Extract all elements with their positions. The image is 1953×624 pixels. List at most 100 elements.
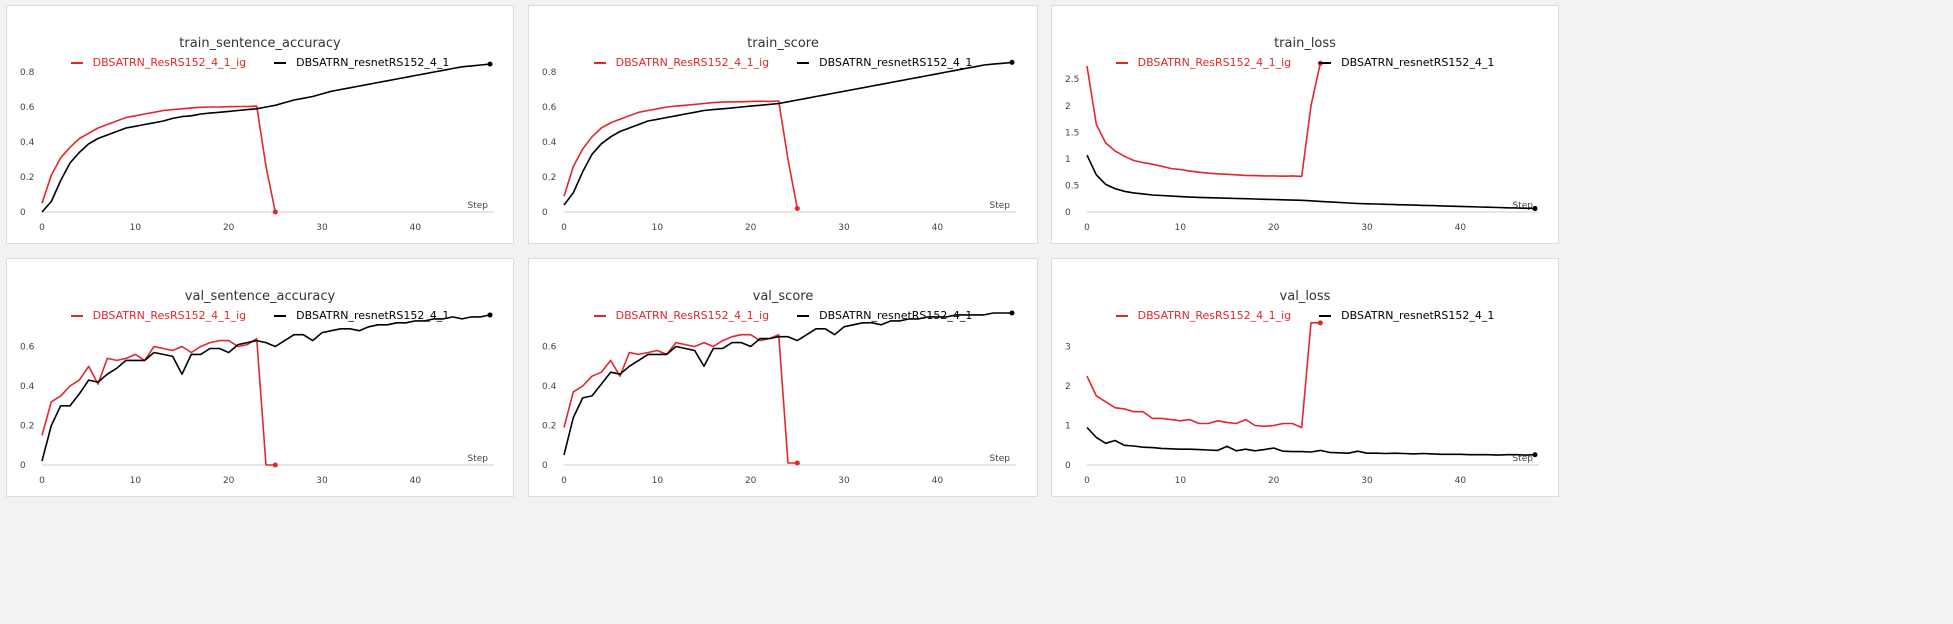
y-tick-label: 0.4: [542, 382, 557, 392]
y-tick-label: 0.6: [542, 343, 557, 353]
y-tick-label: 0: [542, 208, 548, 218]
y-tick-label: 0.4: [542, 138, 557, 148]
series-line-ig[interactable]: [41, 337, 276, 466]
chart-svg: 0 0.2 0.4 0.6 0.8 0 10 20 30 40 Step: [20, 61, 494, 233]
chart-panel-train-sentence-accuracy[interactable]: 0 0.2 0.4 0.6 0.8 0 10 20 30 40 Step train_sentence…: [6, 5, 514, 244]
series-line-ig[interactable]: [1086, 321, 1321, 429]
legend-item-base[interactable]: DBSATRN_resnetRS152_4_1: [797, 56, 972, 69]
series-line-base[interactable]: [563, 61, 1013, 206]
chart-title: train_score: [747, 36, 819, 51]
series-end-point: [487, 61, 493, 67]
chart-legend: DBSATRN_ResRS152_4_1_ig DBSATRN_resnetRS1…: [1052, 309, 1558, 322]
legend-swatch: [797, 315, 810, 317]
x-tick-label: 40: [932, 223, 944, 233]
legend-item-base[interactable]: DBSATRN_resnetRS152_4_1: [274, 56, 449, 69]
x-tick-label: 10: [130, 223, 142, 233]
legend-label: DBSATRN_resnetRS152_4_1: [1341, 309, 1495, 322]
x-tick-label: 10: [130, 476, 142, 486]
chart-title: train_sentence_accuracy: [179, 36, 341, 51]
chart-panel-val-loss[interactable]: 0 1 2 3 0 10 20 30 40 Step val_loss DBSATRN_ResRS15…: [1051, 258, 1559, 497]
x-tick-label: 30: [838, 476, 850, 486]
series-line-ig[interactable]: [1086, 63, 1322, 178]
series-line-base[interactable]: [563, 312, 1012, 456]
x-tick-label: 40: [1455, 476, 1467, 486]
x-tick-label: 40: [932, 476, 944, 486]
series-line-ig[interactable]: [563, 100, 799, 209]
legend-label: DBSATRN_resnetRS152_4_1: [819, 309, 973, 322]
chart-title: val_score: [752, 289, 814, 304]
x-axis-label: Step: [990, 201, 1011, 211]
y-tick-label: 2.5: [1065, 75, 1079, 85]
x-tick-label: 20: [223, 223, 235, 233]
legend-item-ig[interactable]: DBSATRN_ResRS152_4_1_ig: [593, 309, 770, 322]
legend-swatch: [70, 315, 83, 317]
legend-swatch: [274, 62, 287, 64]
series-end-point: [272, 462, 278, 468]
chart-svg: 0 0.2 0.4 0.6 0 10 20 30 40 Step: [542, 310, 1016, 486]
legend-item-base[interactable]: DBSATRN_resnetRS152_4_1: [274, 309, 449, 322]
legend-item-ig[interactable]: DBSATRN_ResRS152_4_1_ig: [1115, 309, 1292, 322]
x-tick-label: 0: [39, 476, 45, 486]
legend-item-ig[interactable]: DBSATRN_ResRS152_4_1_ig: [1115, 56, 1292, 69]
legend-item-base[interactable]: DBSATRN_resnetRS152_4_1: [797, 309, 972, 322]
x-tick-label: 20: [223, 476, 235, 486]
x-tick-label: 10: [1175, 476, 1187, 486]
series-end-point: [1009, 310, 1015, 316]
x-tick-label: 20: [1268, 223, 1280, 233]
series-line-base[interactable]: [1086, 154, 1536, 210]
series-line-ig[interactable]: [563, 333, 798, 464]
legend-item-base[interactable]: DBSATRN_resnetRS152_4_1: [1319, 56, 1494, 69]
legend-label: DBSATRN_ResRS152_4_1_ig: [1137, 309, 1292, 322]
y-tick-label: 0.8: [20, 68, 35, 78]
chart-legend: DBSATRN_ResRS152_4_1_ig DBSATRN_resnetRS1…: [7, 309, 513, 322]
chart-legend: DBSATRN_ResRS152_4_1_ig DBSATRN_resnetRS1…: [7, 56, 513, 69]
series-end-point: [1317, 320, 1323, 326]
x-tick-label: 30: [1361, 476, 1373, 486]
y-tick-label: 0.4: [20, 382, 35, 392]
x-tick-label: 30: [316, 476, 328, 486]
series-line-base[interactable]: [41, 314, 491, 462]
x-tick-label: 0: [39, 223, 45, 233]
chart-title: train_loss: [1274, 36, 1336, 51]
legend-item-ig[interactable]: DBSATRN_ResRS152_4_1_ig: [593, 56, 769, 69]
legend-label: DBSATRN_ResRS152_4_1_ig: [615, 309, 770, 322]
legend-swatch: [274, 315, 287, 317]
x-tick-label: 10: [652, 223, 664, 233]
legend-item-base[interactable]: DBSATRN_resnetRS152_4_1: [1319, 309, 1494, 322]
y-tick-label: 0: [1065, 461, 1071, 471]
chart-panel-train-score[interactable]: 0 0.2 0.4 0.6 0.8 0 10 20 30 40 Step train_score DBS…: [528, 5, 1038, 244]
chart-panel-val-sentence-accuracy[interactable]: 0 0.2 0.4 0.6 0 10 20 30 40 Step val_sentence_accu…: [6, 258, 514, 497]
legend-label: DBSATRN_resnetRS152_4_1: [819, 56, 973, 69]
x-axis-label: Step: [468, 201, 489, 211]
legend-swatch: [1319, 315, 1332, 317]
legend-label: DBSATRN_ResRS152_4_1_ig: [1137, 56, 1292, 69]
legend-swatch: [1319, 62, 1332, 64]
legend-item-ig[interactable]: DBSATRN_ResRS152_4_1_ig: [70, 56, 247, 69]
legend-swatch: [593, 315, 606, 317]
y-tick-label: 0.6: [20, 343, 35, 353]
y-tick-label: 0: [20, 208, 26, 218]
series-end-point: [794, 206, 800, 211]
chart-legend: DBSATRN_ResRS152_4_1_ig DBSATRN_resnetRS1…: [529, 56, 1037, 69]
chart-panel-train-loss[interactable]: 0 0.5 1 1.5 2 2.5 0 10 20 30 40 Step train_loss DBSAT…: [1051, 5, 1559, 244]
y-tick-label: 0.2: [542, 173, 556, 183]
x-axis-label: Step: [990, 454, 1011, 464]
x-tick-label: 40: [410, 476, 422, 486]
y-tick-label: 0.6: [542, 103, 557, 113]
legend-item-ig[interactable]: DBSATRN_ResRS152_4_1_ig: [70, 309, 246, 322]
legend-label: DBSATRN_ResRS152_4_1_ig: [92, 56, 247, 69]
series-line-base[interactable]: [41, 63, 491, 213]
chart-panel-val-score[interactable]: 0 0.2 0.4 0.6 0 10 20 30 40 Step val_score DBSATRN_…: [528, 258, 1038, 497]
x-tick-label: 30: [838, 223, 850, 233]
y-tick-label: 0: [20, 461, 26, 471]
legend-swatch: [1115, 315, 1128, 317]
y-tick-label: 0.5: [1065, 181, 1079, 191]
series-line-base[interactable]: [1086, 426, 1536, 456]
series-line-ig[interactable]: [41, 105, 277, 213]
series-end-point: [272, 209, 278, 215]
series-end-point: [487, 312, 493, 318]
legend-swatch: [797, 62, 810, 64]
legend-label: DBSATRN_resnetRS152_4_1: [296, 56, 450, 69]
legend-label: DBSATRN_resnetRS152_4_1: [1341, 56, 1495, 69]
